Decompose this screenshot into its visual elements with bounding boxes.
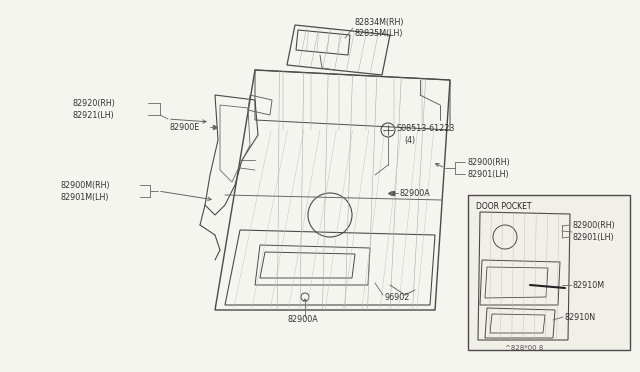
Text: 82921(LH): 82921(LH) [72, 110, 114, 119]
Text: (4): (4) [404, 135, 415, 144]
Text: 82900(RH): 82900(RH) [573, 221, 616, 230]
Text: 82910M: 82910M [573, 280, 605, 289]
Text: 82900M(RH): 82900M(RH) [60, 180, 109, 189]
Text: ^828*00 8: ^828*00 8 [505, 345, 543, 351]
Text: 82835M(LH): 82835M(LH) [355, 29, 403, 38]
Text: 82900A: 82900A [288, 315, 319, 324]
Text: 82920(RH): 82920(RH) [72, 99, 115, 108]
Text: 82900A: 82900A [400, 189, 431, 198]
Text: DOOR POCKET: DOOR POCKET [476, 202, 531, 211]
Text: 82900E: 82900E [170, 122, 200, 131]
Text: 82910N: 82910N [565, 312, 596, 321]
Text: 82901(LH): 82901(LH) [468, 170, 509, 179]
Text: 82900(RH): 82900(RH) [468, 157, 511, 167]
Bar [468, 195, 630, 350]
Text: 82901M(LH): 82901M(LH) [60, 192, 109, 202]
Text: 96902: 96902 [385, 294, 410, 302]
Text: 82834M(RH): 82834M(RH) [355, 17, 404, 26]
Text: S08513-61223: S08513-61223 [397, 124, 456, 132]
Text: 82901(LH): 82901(LH) [573, 232, 614, 241]
